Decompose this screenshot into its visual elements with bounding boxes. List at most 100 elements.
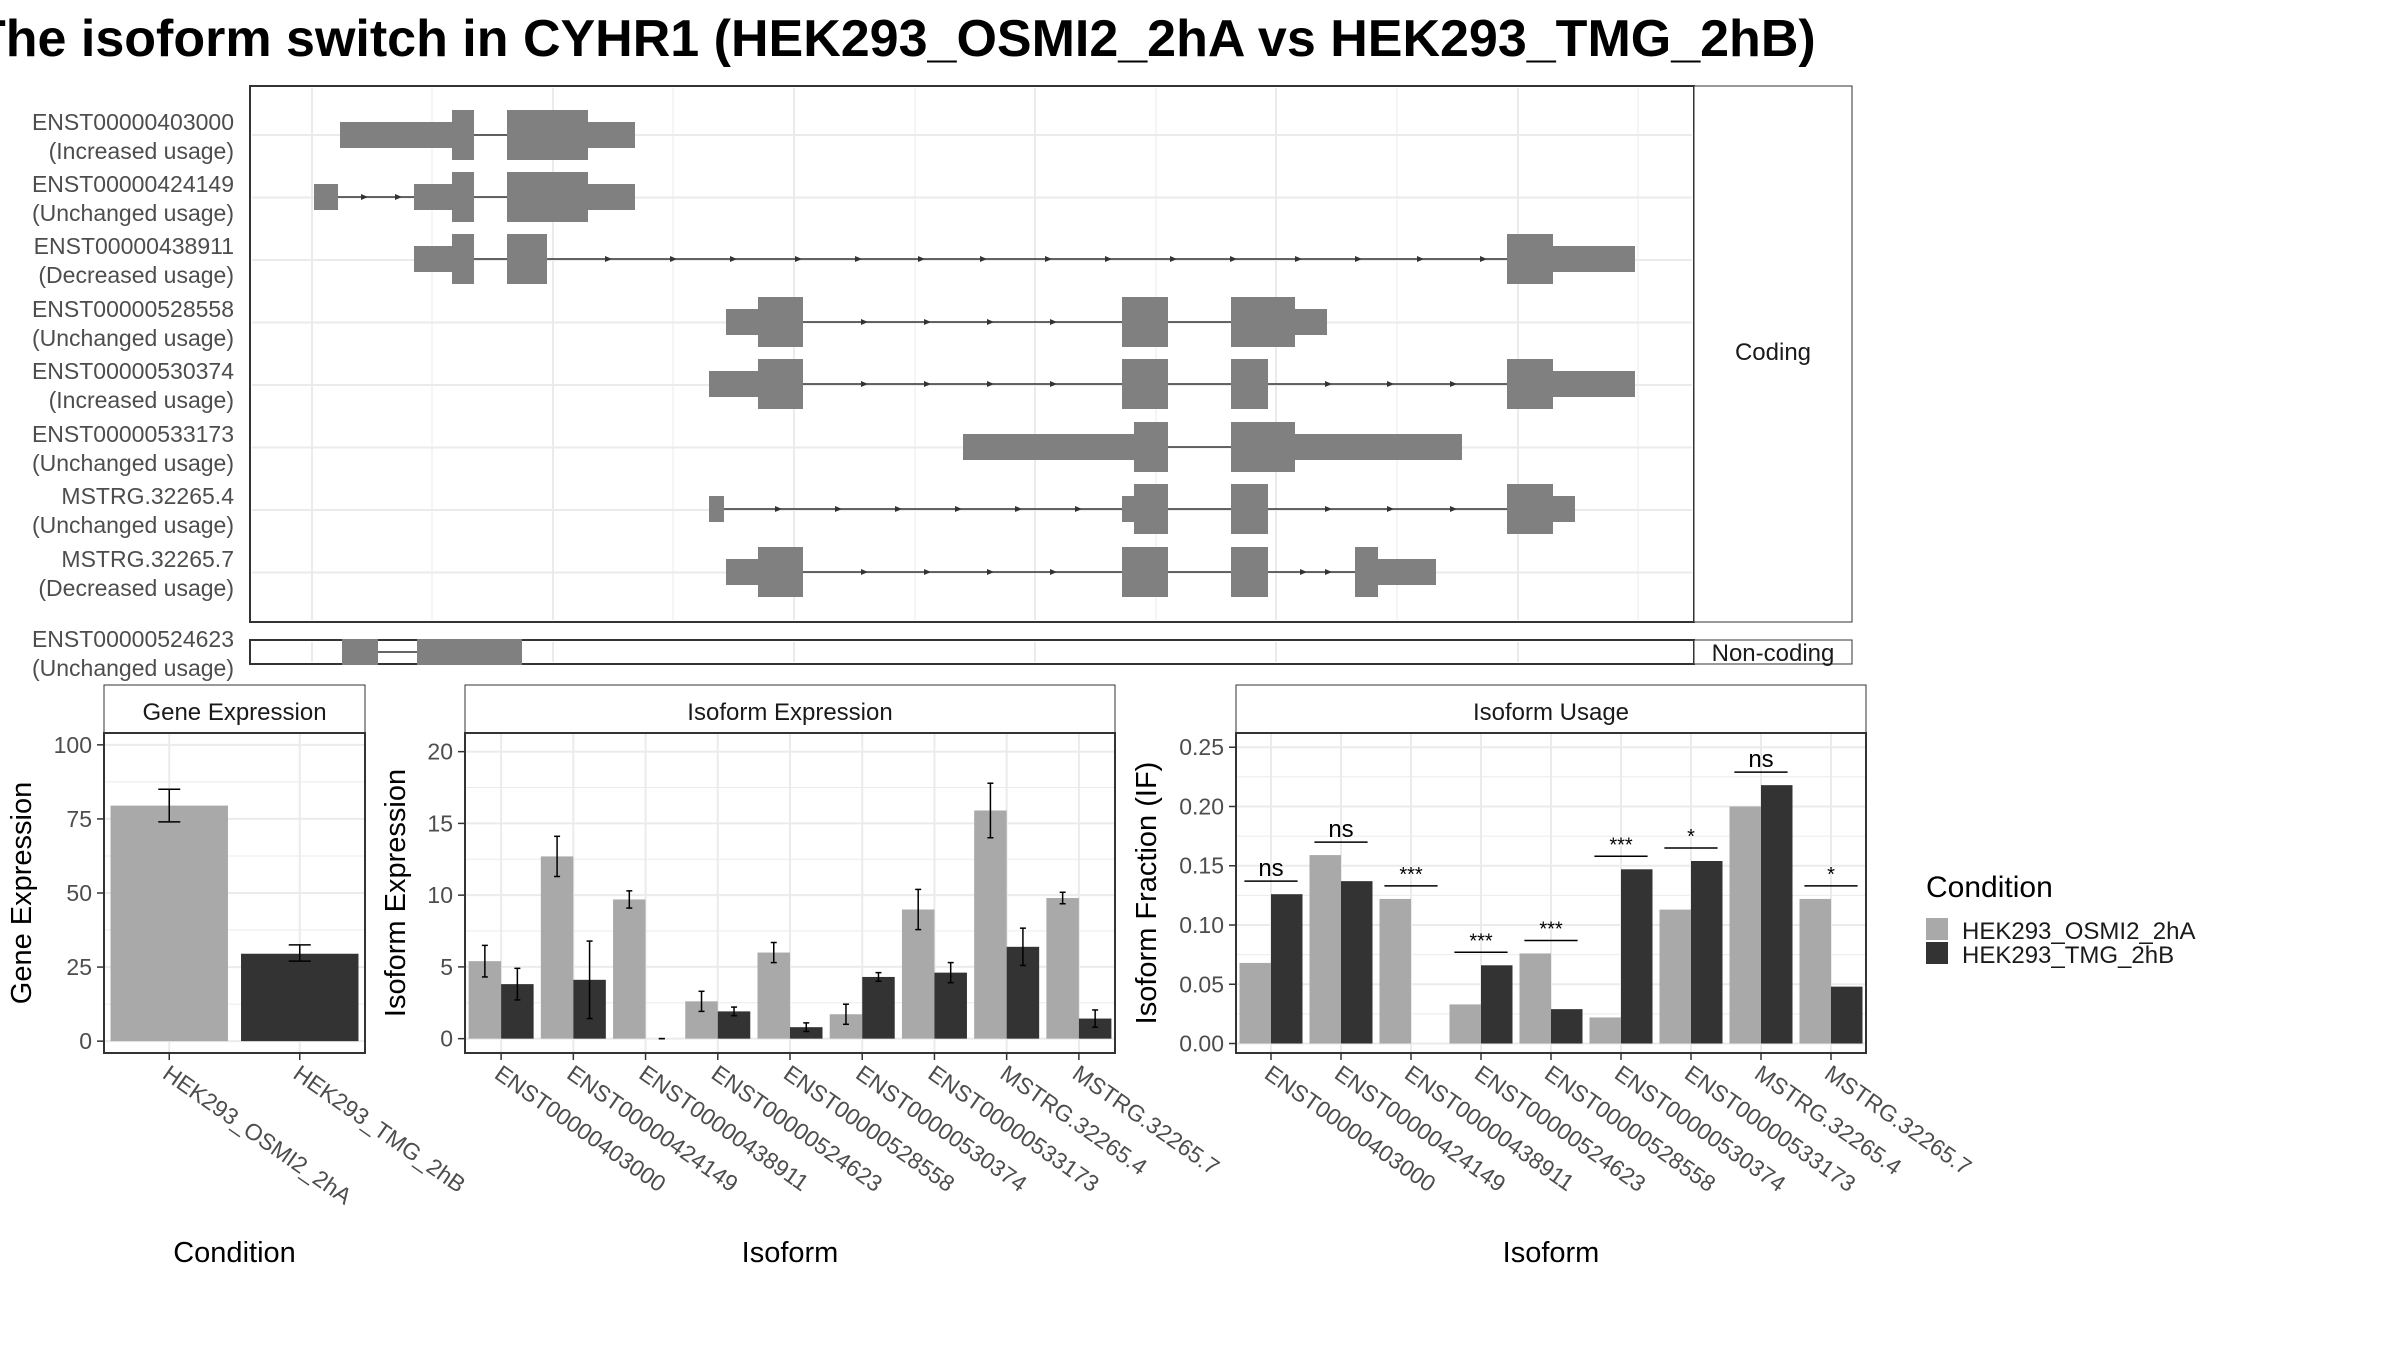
utr-exon (709, 496, 724, 522)
bar (974, 810, 1007, 1039)
y-tick-label: 20 (427, 739, 453, 765)
coding-exon (1122, 297, 1168, 347)
utr-exon (342, 639, 378, 665)
y-axis-title: Isoform Fraction (IF) (1131, 762, 1163, 1025)
intron-direction-arrow (855, 256, 862, 262)
transcript-row (342, 639, 522, 665)
intron-direction-arrow (1170, 256, 1177, 262)
intron-direction-arrow (1045, 256, 1052, 262)
transcript-usage-label: (Unchanged usage) (32, 512, 234, 538)
y-axis-title: Isoform Expression (380, 769, 412, 1017)
coding-exon (1231, 359, 1268, 409)
y-tick-label: 0 (79, 1028, 92, 1054)
intron-direction-arrow (987, 319, 994, 325)
transcript-usage-label: (Increased usage) (49, 138, 234, 164)
bar (901, 909, 935, 1039)
transcript-id-label: ENST00000424149 (32, 171, 234, 197)
intron-direction-arrow (861, 569, 868, 575)
significance-label: ns (1748, 746, 1773, 773)
transcript-row (314, 172, 635, 222)
coding-exon (507, 110, 588, 160)
intron-direction-arrow (395, 194, 402, 200)
coding-exon (1231, 297, 1295, 347)
y-tick-label: 50 (66, 880, 92, 906)
significance-label: *** (1469, 930, 1493, 952)
intron-direction-arrow (1075, 506, 1082, 512)
bar (1589, 1017, 1621, 1044)
intron-direction-arrow (1050, 569, 1057, 575)
intron-direction-arrow (918, 256, 925, 262)
coding-exon (1122, 359, 1168, 409)
bar (1046, 898, 1079, 1039)
legend-label-condition-a: HEK293_OSMI2_2hA (1962, 918, 2195, 945)
y-axis-title: Gene Expression (6, 782, 38, 1004)
intron-direction-arrow (1300, 569, 1307, 575)
transcript-id-label: ENST00000524623 (32, 626, 234, 652)
transcript-usage-label: (Decreased usage) (38, 575, 234, 601)
intron-direction-arrow (835, 506, 842, 512)
legend-label-condition-b: HEK293_TMG_2hB (1962, 942, 2174, 969)
intron-direction-arrow (1355, 256, 1362, 262)
intron-direction-arrow (924, 319, 931, 325)
bar (1309, 855, 1341, 1044)
y-tick-label: 0.10 (1179, 912, 1224, 938)
coding-exon (452, 234, 474, 284)
intron-direction-arrow (1325, 381, 1332, 387)
bar (1691, 861, 1723, 1044)
bar (1379, 898, 1411, 1044)
y-tick-label: 25 (66, 954, 92, 980)
y-tick-label: 0.00 (1179, 1031, 1224, 1057)
transcript-id-label: ENST00000438911 (34, 233, 234, 259)
intron-direction-arrow (1105, 256, 1112, 262)
utr-exon (1553, 496, 1575, 522)
utr-exon (1553, 246, 1635, 272)
bar (1341, 881, 1373, 1044)
coding-exon (1122, 547, 1168, 597)
noncoding-strip (1693, 639, 1853, 665)
intron-direction-arrow (987, 381, 994, 387)
intron-direction-arrow (361, 194, 368, 200)
bar (790, 1027, 823, 1039)
significance-label: ns (1328, 816, 1353, 843)
coding-panel (249, 85, 1695, 623)
utr-exon (709, 371, 758, 397)
bar (1799, 898, 1831, 1044)
intron-direction-arrow (670, 256, 677, 262)
bar (1519, 953, 1551, 1044)
transcript-usage-label: (Unchanged usage) (32, 450, 234, 476)
intron-direction-arrow (861, 319, 868, 325)
transcript-id-label: MSTRG.32265.4 (61, 483, 234, 509)
transcript-id-label: ENST00000403000 (32, 109, 234, 135)
intron-direction-arrow (605, 256, 612, 262)
bar (241, 953, 359, 1042)
coding-exon (1231, 484, 1268, 534)
noncoding-strip-label: Non-coding (1712, 640, 1835, 667)
utr-exon (340, 122, 452, 148)
utr-exon (726, 309, 758, 335)
significance-label: *** (1539, 918, 1563, 940)
transcript-structure: Coding Non-coding ENST00000403000 (Increa… (32, 85, 1853, 681)
bar (1659, 909, 1691, 1044)
y-tick-label: 0.20 (1179, 793, 1224, 819)
transcript-row (340, 110, 635, 160)
transcript-row (726, 547, 1436, 597)
coding-exon (1507, 234, 1553, 284)
bar (110, 805, 228, 1042)
coding-exon (452, 172, 474, 222)
significance-label: * (1687, 826, 1695, 848)
coding-exon (1507, 359, 1553, 409)
significance-label: * (1827, 864, 1835, 886)
intron-direction-arrow (1387, 381, 1394, 387)
y-tick-label: 75 (66, 806, 92, 832)
transcript-row (414, 234, 1635, 284)
bar (1551, 1009, 1583, 1044)
chart-isoform-expression: Isoform Expression05101520ENST0000040300… (380, 684, 1224, 1269)
transcript-id-label: ENST00000530374 (32, 358, 234, 384)
intron-direction-arrow (1480, 256, 1487, 262)
intron-direction-arrow (730, 256, 737, 262)
figure-title: The isoform switch in CYHR1 (HEK293_OSMI… (0, 10, 1816, 68)
intron-direction-arrow (1230, 256, 1237, 262)
coding-exon (1134, 422, 1168, 472)
